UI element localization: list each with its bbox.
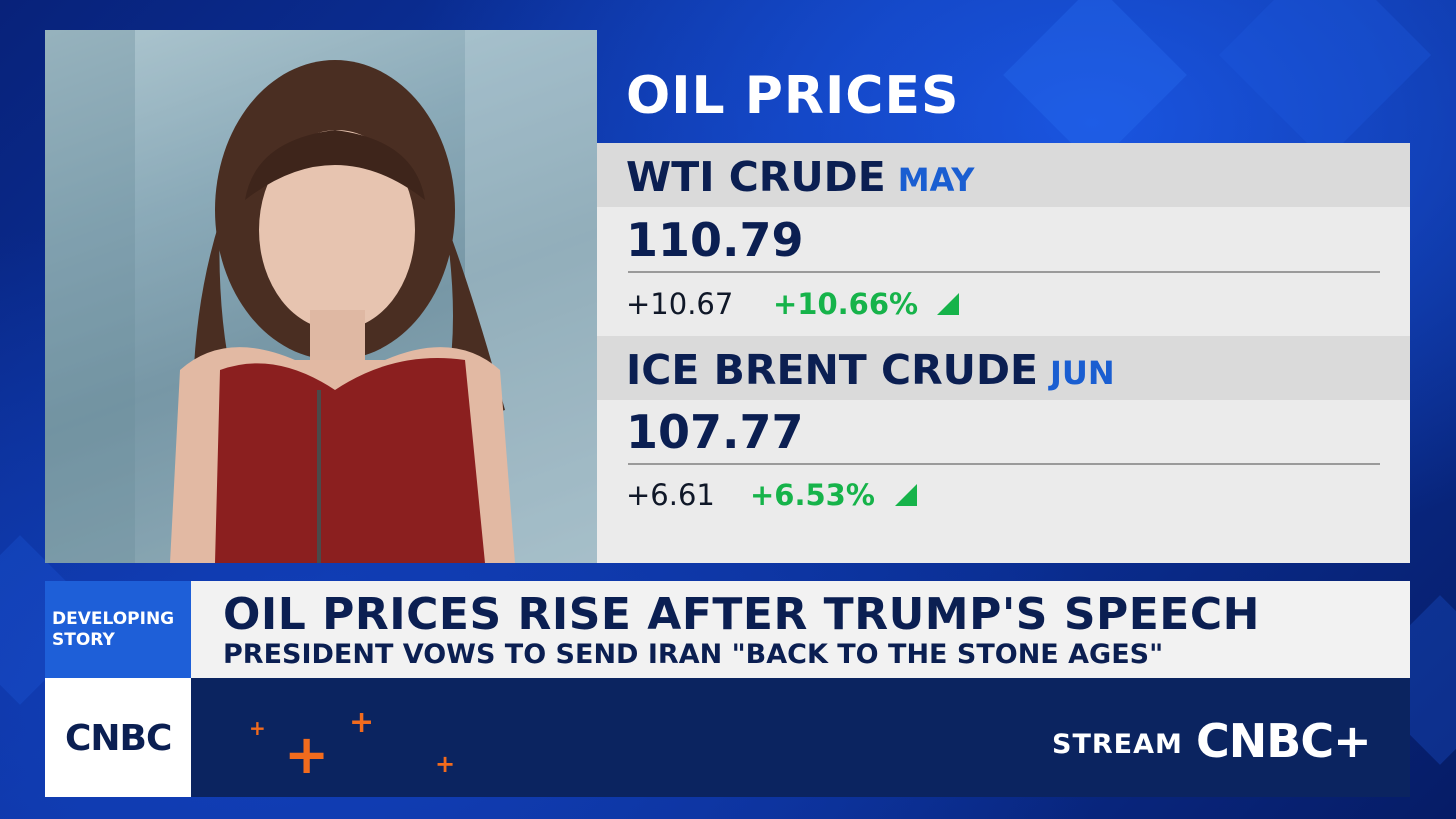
quote-panel: WTI CRUDE MAY 110.79 +10.67 +10.66% ICE B… xyxy=(597,143,1410,563)
commodity-name: WTI CRUDE xyxy=(626,153,886,201)
contract-month: JUN xyxy=(1050,354,1115,392)
quote-price: 107.77 xyxy=(626,405,804,459)
commodity-name: ICE BRENT CRUDE xyxy=(626,346,1039,394)
network-logo-box: CNBC xyxy=(45,678,191,797)
quote-divider xyxy=(628,271,1380,273)
plus-icon: + xyxy=(435,750,456,778)
badge-line: DEVELOPING xyxy=(52,609,175,629)
anchor-figure xyxy=(45,30,597,563)
stream-label: STREAM xyxy=(1052,729,1183,760)
quote-change: +6.61 xyxy=(626,478,715,512)
panel-title: OIL PRICES xyxy=(626,66,960,126)
plus-icon: + xyxy=(284,723,330,786)
headline: OIL PRICES RISE AFTER TRUMP'S SPEECH xyxy=(223,589,1260,640)
quote-header-brent: ICE BRENT CRUDE JUN xyxy=(597,336,1410,400)
plus-icon: + xyxy=(349,705,375,740)
quote-change: +10.67 xyxy=(626,287,734,321)
anchor-video xyxy=(45,30,597,563)
subheadline: PRESIDENT VOWS TO SEND IRAN "BACK TO THE… xyxy=(223,639,1164,670)
developing-story-badge: DEVELOPING STORY xyxy=(45,581,191,678)
plus-icon: + xyxy=(249,716,266,740)
cnbc-logo: CNBC xyxy=(65,718,172,759)
lower-third: OIL PRICES RISE AFTER TRUMP'S SPEECH PRE… xyxy=(191,581,1410,678)
quote-name: WTI CRUDE MAY xyxy=(626,153,974,201)
quote-price: 110.79 xyxy=(626,213,804,267)
quote-percent: +6.53% xyxy=(750,478,875,512)
quote-percent: +10.66% xyxy=(773,287,919,321)
badge-line: STORY xyxy=(52,630,115,650)
quote-header-wti: WTI CRUDE MAY xyxy=(597,143,1410,207)
quote-name: ICE BRENT CRUDE JUN xyxy=(626,346,1115,394)
quote-divider xyxy=(628,463,1380,465)
bottom-bar: + + + + STREAM CNBC+ xyxy=(191,678,1410,797)
contract-month: MAY xyxy=(897,161,975,199)
cnbc-plus-logo: CNBC+ xyxy=(1196,714,1372,768)
